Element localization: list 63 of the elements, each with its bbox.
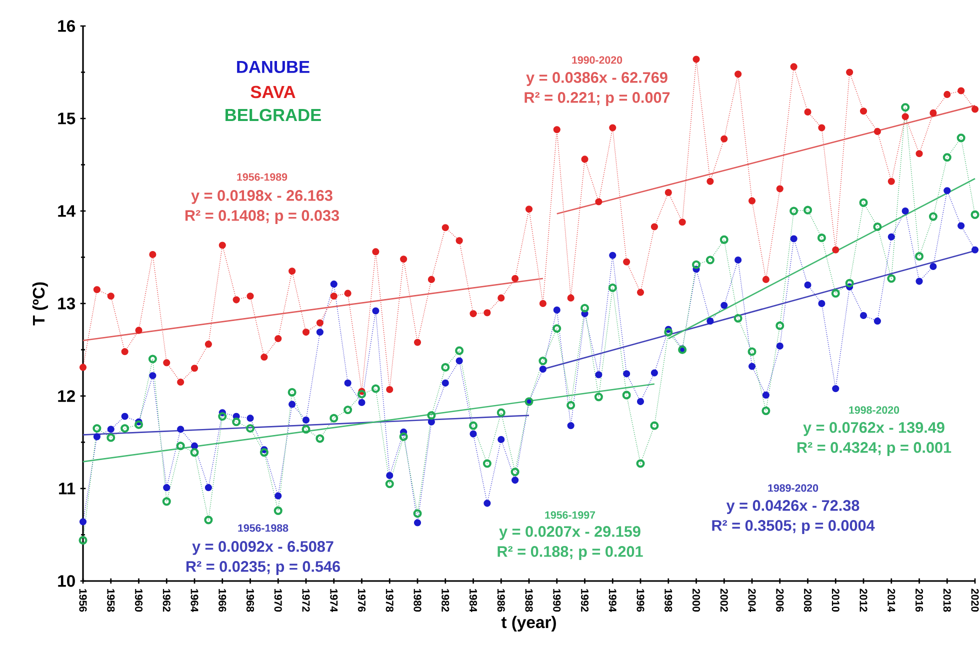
x-tick-label: 2016	[915, 588, 924, 612]
y-tick-label: 12	[58, 390, 75, 402]
annotation: R² = 0.188; p = 0.201	[498, 546, 643, 560]
x-tick-label: 1978	[386, 589, 394, 612]
x-axis-title: t (year)	[501, 616, 556, 632]
annotation: R² = 0.1408; p = 0.033	[185, 210, 339, 224]
y-tick-label: 10	[58, 575, 75, 587]
x-tick-label: 1996	[636, 589, 644, 612]
x-tick-label: 1958	[107, 589, 115, 612]
x-tick-label: 1992	[580, 589, 589, 612]
x-tick-label: 2006	[776, 588, 784, 612]
y-tick-label: 11	[59, 482, 76, 494]
x-tick-label: 1962	[162, 589, 170, 612]
annotation: y = 0.0426x - 72.38	[726, 500, 860, 514]
text: BELGRADE	[226, 108, 321, 122]
x-tick-label: 1960	[134, 589, 143, 612]
annotation: 1989-2020	[768, 484, 818, 492]
annotation: 1956-1989	[237, 173, 288, 181]
x-tick-label: 2002	[720, 588, 728, 612]
text: SAVA	[250, 86, 296, 98]
y-tick-label: 15	[58, 112, 76, 124]
x-tick-label: 1972	[302, 589, 310, 612]
x-tick-label: 2014	[888, 588, 896, 612]
x-tick-label: 1970	[274, 589, 282, 612]
x-tick-label: 1956	[79, 589, 87, 612]
annotation: R² = 0.0235; p = 0.546	[186, 561, 340, 575]
x-tick-label: 1984	[469, 589, 478, 612]
x-tick-label: 2018	[943, 588, 951, 612]
y-tick-label: 13	[58, 298, 76, 310]
x-tick-label: 2000	[692, 588, 700, 612]
annotation: 1998-2020	[849, 406, 900, 414]
x-tick-label: 1982	[442, 589, 450, 612]
annotation: y = 0.0198x - 26.163	[191, 190, 332, 204]
y-axis-title: T (ºC)	[32, 282, 48, 326]
annotation: y = 0.0386x - 62.769	[526, 72, 668, 86]
annotation: y = 0.0092x - 6.5087	[192, 541, 334, 555]
annotation: 1990-2020	[572, 56, 622, 64]
x-tick-label: 2008	[804, 588, 812, 612]
x-tick-label: 1988	[525, 589, 533, 612]
x-tick-label: 1974	[330, 589, 338, 612]
x-tick-label: 1964	[190, 589, 198, 612]
annotation: 1956-1988	[238, 524, 288, 532]
x-tick-label: 2012	[860, 588, 868, 612]
annotation: y = 0.0762x - 139.49	[803, 422, 944, 436]
x-tick-label: 2020	[971, 588, 979, 612]
x-tick-label: 1990	[553, 589, 561, 612]
x-tick-label: 1994	[608, 589, 616, 612]
annotation: y = 0.0207x - 29.159	[499, 526, 640, 540]
x-tick-label: 2010	[832, 588, 840, 612]
x-tick-label: 2004	[748, 588, 756, 612]
annotation: R² = 0.4324; p = 0.001	[797, 442, 952, 456]
text: DANUBE	[237, 60, 310, 74]
x-tick-label: 1968	[246, 589, 254, 612]
annotation: R² = 0.221; p = 0.007	[524, 92, 670, 106]
annotation: R² = 0.3505; p = 0.0004	[712, 520, 875, 534]
x-tick-label: 1980	[414, 589, 422, 612]
x-tick-label: 1998	[664, 589, 672, 612]
x-tick-label: 1986	[497, 589, 505, 612]
annotation: 1956-1997	[545, 511, 596, 519]
y-tick-label: 16	[58, 20, 76, 32]
y-tick-label: 14	[58, 205, 76, 217]
x-tick-label: 1976	[358, 589, 366, 612]
x-tick-label: 1966	[218, 589, 226, 612]
